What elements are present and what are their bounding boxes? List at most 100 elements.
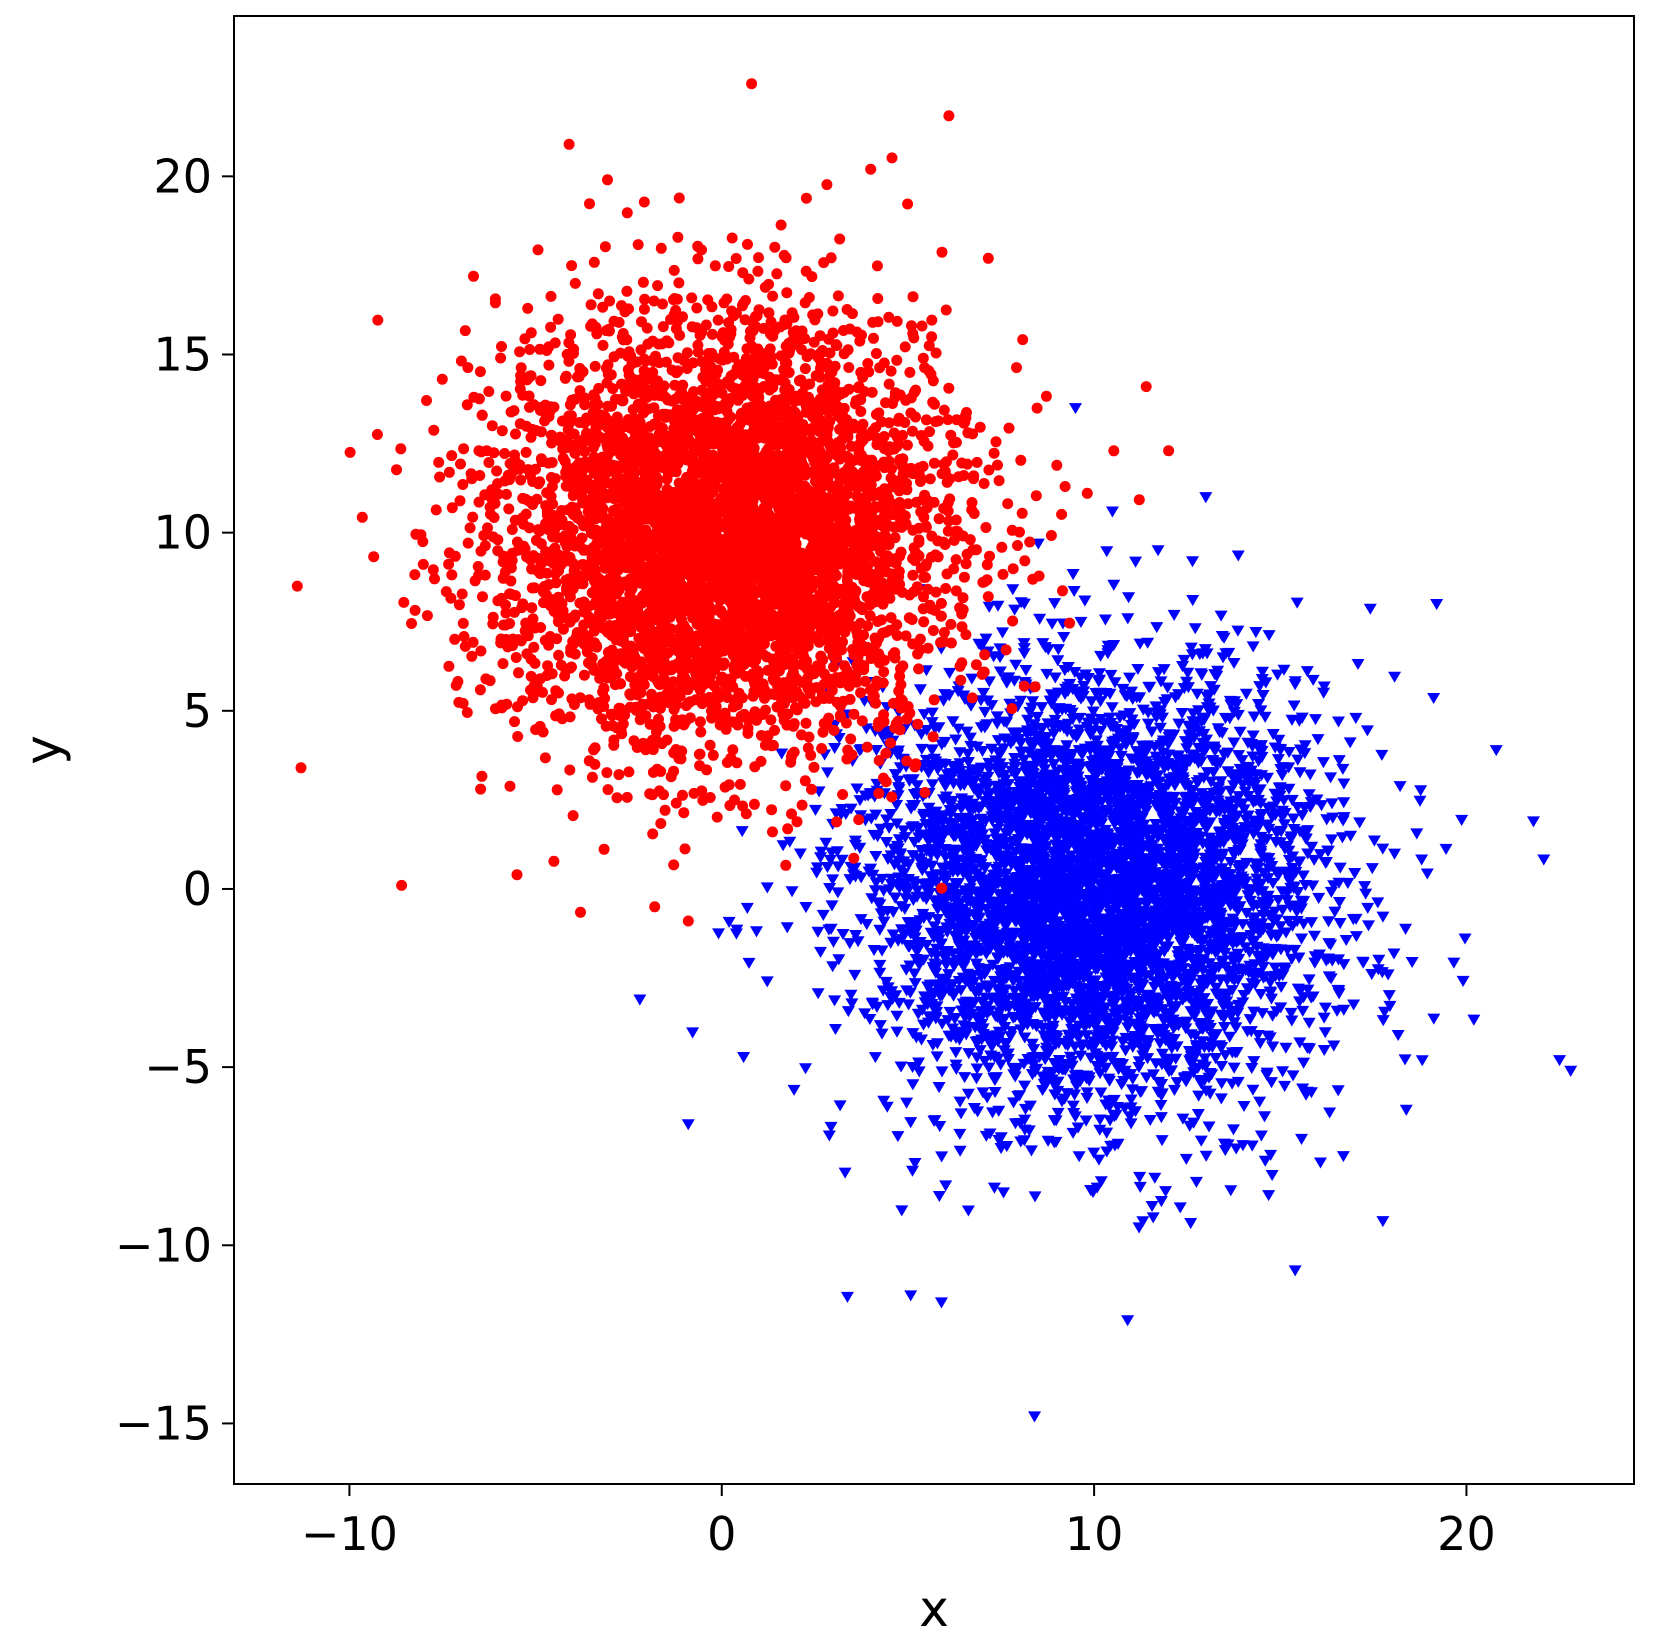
blue-point — [948, 987, 962, 999]
blue-point — [1240, 857, 1254, 869]
blue-point — [1213, 838, 1227, 850]
blue-point — [1022, 963, 1036, 975]
blue-point — [1169, 1053, 1183, 1065]
blue-point — [828, 742, 842, 755]
blue-point — [902, 859, 916, 871]
blue-point — [931, 896, 945, 908]
blue-point — [884, 873, 898, 885]
blue-point — [1121, 725, 1135, 737]
blue-point — [1310, 794, 1324, 806]
blue-point — [1038, 995, 1052, 1007]
blue-point — [945, 980, 959, 992]
blue-point — [919, 818, 933, 831]
blue-point — [1022, 920, 1036, 932]
blue-point — [1268, 906, 1282, 918]
blue-point — [1042, 1034, 1056, 1046]
blue-point — [901, 917, 915, 929]
blue-point — [935, 862, 949, 874]
blue-point — [949, 878, 963, 890]
blue-point — [1163, 904, 1177, 916]
blue-point — [1313, 1157, 1327, 1169]
blue-point — [1243, 888, 1257, 900]
blue-point — [1185, 927, 1199, 939]
blue-point — [1173, 953, 1187, 965]
blue-point — [873, 967, 887, 979]
blue-point — [1216, 955, 1230, 967]
blue-point — [884, 937, 898, 949]
blue-point — [963, 1011, 977, 1023]
blue-point — [917, 1019, 931, 1031]
blue-point — [1137, 1025, 1151, 1037]
blue-point — [1192, 775, 1206, 787]
blue-point — [891, 935, 905, 947]
blue-point — [943, 804, 957, 817]
blue-point — [1105, 941, 1119, 953]
blue-point — [958, 1072, 972, 1084]
blue-point — [1132, 1062, 1146, 1074]
blue-point — [1047, 1079, 1061, 1091]
blue-point — [1075, 1042, 1089, 1054]
blue-point — [916, 811, 930, 823]
blue-point — [1108, 997, 1122, 1009]
blue-point — [783, 836, 797, 848]
blue-point — [1172, 768, 1186, 780]
blue-point — [967, 920, 981, 932]
blue-point — [1139, 1010, 1153, 1022]
blue-point — [1164, 856, 1178, 868]
blue-point — [1045, 879, 1059, 891]
blue-point — [1066, 1127, 1080, 1139]
blue-point — [1046, 720, 1060, 732]
blue-point — [1167, 609, 1181, 621]
blue-point — [1129, 977, 1143, 989]
blue-point — [1099, 972, 1113, 984]
blue-point — [1362, 920, 1376, 932]
blue-point — [1132, 935, 1146, 948]
blue-point — [1298, 748, 1312, 760]
blue-point — [912, 1066, 926, 1078]
blue-point — [981, 1034, 995, 1046]
blue-point — [908, 1158, 922, 1170]
blue-point — [1331, 1085, 1345, 1097]
blue-point — [961, 757, 975, 769]
blue-point — [991, 735, 1005, 747]
blue-point — [973, 1045, 987, 1057]
blue-point — [1048, 672, 1062, 684]
blue-point — [1209, 982, 1223, 994]
blue-point — [1087, 1147, 1101, 1159]
blue-point — [951, 723, 965, 735]
blue-point — [942, 817, 956, 829]
blue-point — [1246, 751, 1260, 763]
blue-point — [961, 870, 975, 882]
blue-point — [1117, 1075, 1131, 1088]
blue-point — [1420, 868, 1434, 880]
blue-point — [1349, 913, 1363, 925]
blue-point — [1040, 1009, 1054, 1021]
blue-point — [1168, 692, 1182, 704]
blue-point — [1245, 1140, 1259, 1152]
blue-point — [1120, 1016, 1134, 1028]
blue-point — [921, 883, 935, 895]
blue-point — [1066, 569, 1080, 581]
blue-point — [1319, 857, 1333, 869]
blue-point — [1324, 973, 1338, 985]
blue-point — [954, 1028, 968, 1040]
blue-point — [1349, 712, 1363, 724]
blue-point — [1218, 1050, 1232, 1062]
blue-point — [1037, 1078, 1051, 1090]
blue-point — [1046, 1020, 1060, 1032]
blue-point — [1074, 616, 1088, 628]
blue-point — [1145, 847, 1159, 859]
blue-point — [1034, 802, 1048, 814]
blue-point — [956, 920, 970, 932]
blue-point — [1112, 975, 1126, 987]
blue-point — [1184, 1218, 1198, 1230]
blue-point — [1166, 759, 1180, 771]
blue-point — [1180, 943, 1194, 955]
blue-point — [875, 873, 889, 885]
blue-point — [1082, 937, 1096, 949]
blue-point — [760, 976, 774, 988]
blue-point — [1121, 613, 1135, 625]
blue-point — [1295, 810, 1309, 822]
blue-point — [910, 946, 924, 958]
blue-point — [1201, 876, 1215, 888]
